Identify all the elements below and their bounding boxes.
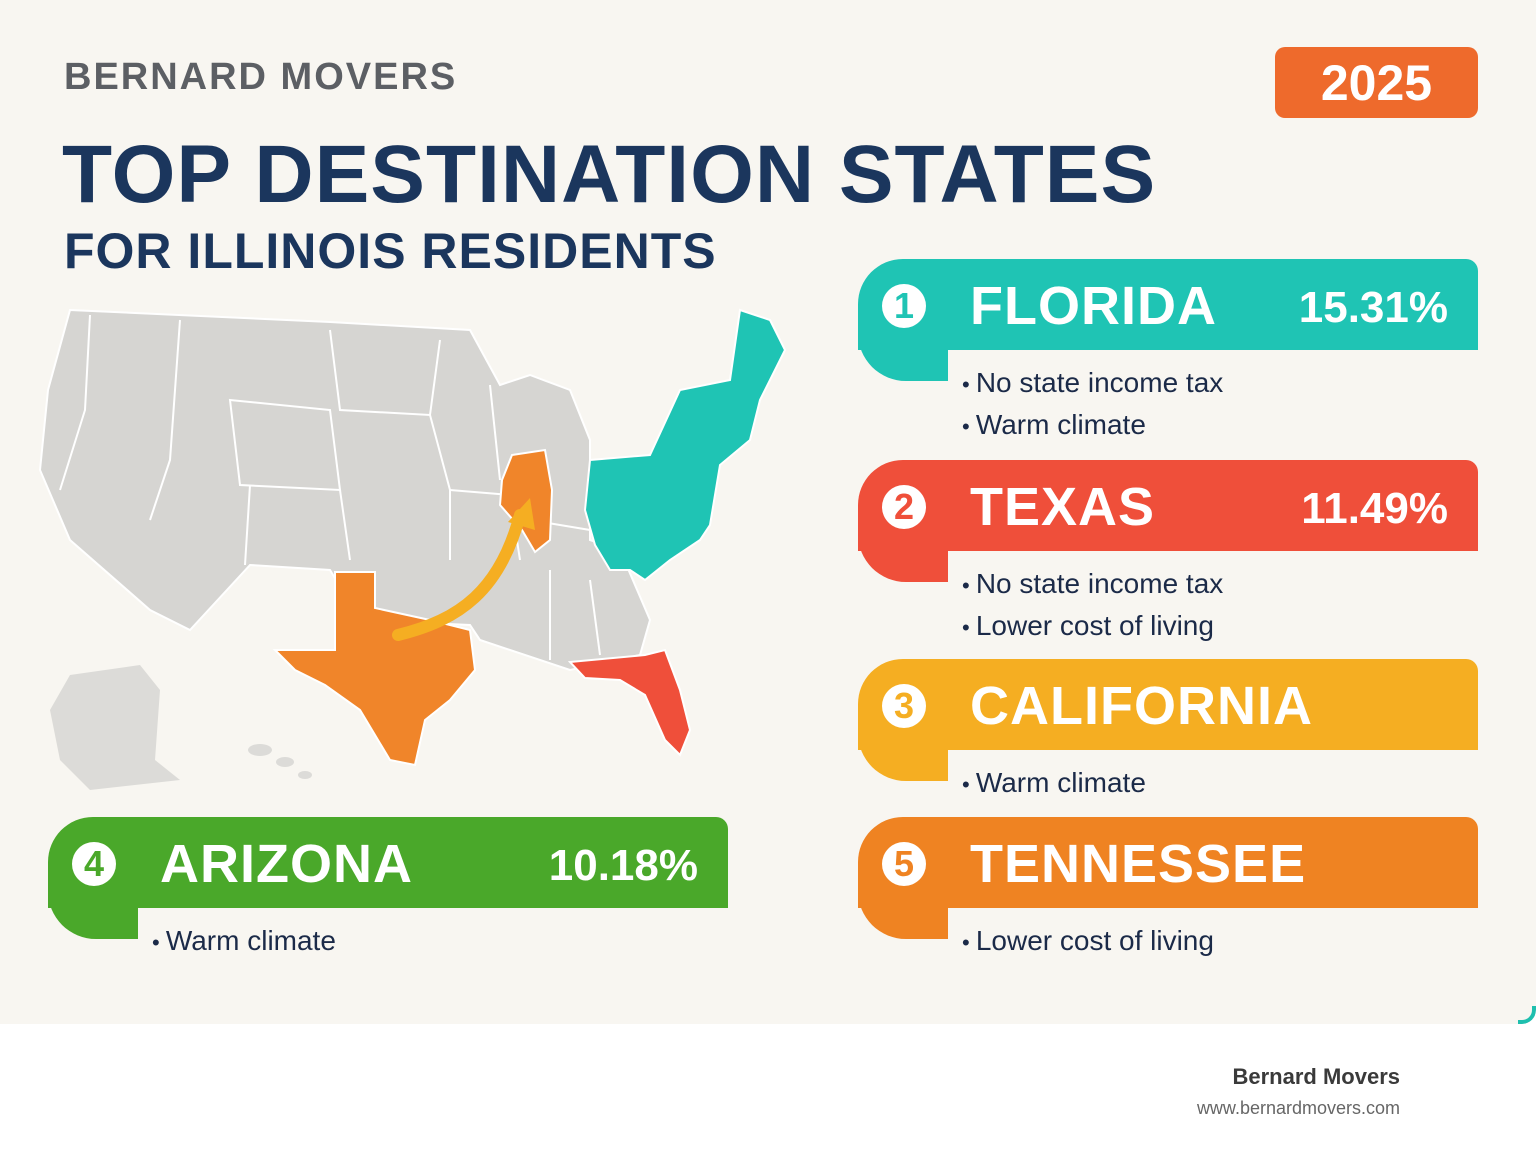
reason-item: Lower cost of living [962, 606, 1223, 648]
reason-list: Lower cost of living [962, 921, 1214, 963]
northeast-region-shape [583, 308, 787, 582]
california-banner-tail [858, 719, 948, 781]
state-name: TEXAS [970, 477, 1156, 537]
california-banner [858, 659, 1478, 750]
state-name: TENNESSEE [970, 834, 1307, 894]
rank-badge: 3 [882, 684, 926, 728]
reason-item: Lower cost of living [962, 921, 1214, 963]
texas-banner-tail [858, 520, 948, 582]
page-subtitle: FOR ILLINOIS RESIDENTS [64, 223, 717, 279]
brand-name: BERNARD MOVERS [64, 56, 458, 98]
destination-card-florida: 1 FLORIDA 15.31% No state income tax War… [858, 259, 1478, 449]
state-name: CALIFORNIA [970, 676, 1313, 736]
year-badge: 2025 [1275, 47, 1478, 118]
reason-item: Warm climate [962, 763, 1146, 805]
illinois-shape [498, 448, 554, 554]
state-name: FLORIDA [970, 276, 1217, 336]
rank-badge: 4 [72, 842, 116, 886]
florida-banner-tail [858, 319, 948, 381]
reason-item: No state income tax [962, 564, 1223, 606]
florida-banner [858, 259, 1478, 350]
state-name: ARIZONA [160, 834, 413, 894]
reason-item: No state income tax [962, 363, 1223, 405]
rank-badge: 1 [882, 284, 926, 328]
rank-badge: 5 [882, 842, 926, 886]
footer-company-name: Bernard Movers [1232, 1064, 1400, 1089]
us-map [38, 308, 787, 790]
arizona-banner-tail [48, 877, 138, 939]
reason-list: Warm climate [152, 921, 336, 963]
migration-arrowhead [508, 498, 535, 530]
reason-list: Warm climate [962, 763, 1146, 805]
page-title: TOP DESTINATION STATES [62, 129, 1157, 220]
rank-badge: 2 [882, 485, 926, 529]
reason-item: Warm climate [962, 405, 1223, 447]
footer-website-link[interactable]: www.bernardmovers.com [1196, 1098, 1400, 1118]
reason-item: Warm climate [152, 921, 336, 963]
state-percentage: 11.49% [1301, 484, 1448, 533]
tennessee-banner [858, 817, 1478, 908]
infographic-poster: BERNARD MOVERS 2025 TOP DESTINATION STAT… [0, 0, 1536, 1024]
alaska-hawaii-gray [50, 665, 312, 790]
reason-list: No state income tax Warm climate [962, 363, 1223, 447]
destination-card-texas: 2 TEXAS 11.49% No state income tax Lower… [858, 460, 1478, 650]
texas-banner [858, 460, 1478, 551]
reason-list: No state income tax Lower cost of living [962, 564, 1223, 648]
destination-card-arizona: 4 ARIZONA 10.18% Warm climate [48, 817, 728, 967]
florida-shape [567, 648, 692, 757]
destination-card-california: 3 CALIFORNIA Warm climate [858, 659, 1478, 809]
destination-card-tennessee: 5 TENNESSEE Lower cost of living [858, 817, 1478, 967]
poster-corner-accent [1518, 1006, 1536, 1024]
state-percentage: 15.31% [1298, 283, 1448, 332]
tennessee-banner-tail [858, 877, 948, 939]
state-percentage: 10.18% [548, 841, 698, 890]
arizona-banner [48, 817, 728, 908]
migration-arrow [392, 509, 526, 641]
texas-shape [272, 571, 477, 767]
